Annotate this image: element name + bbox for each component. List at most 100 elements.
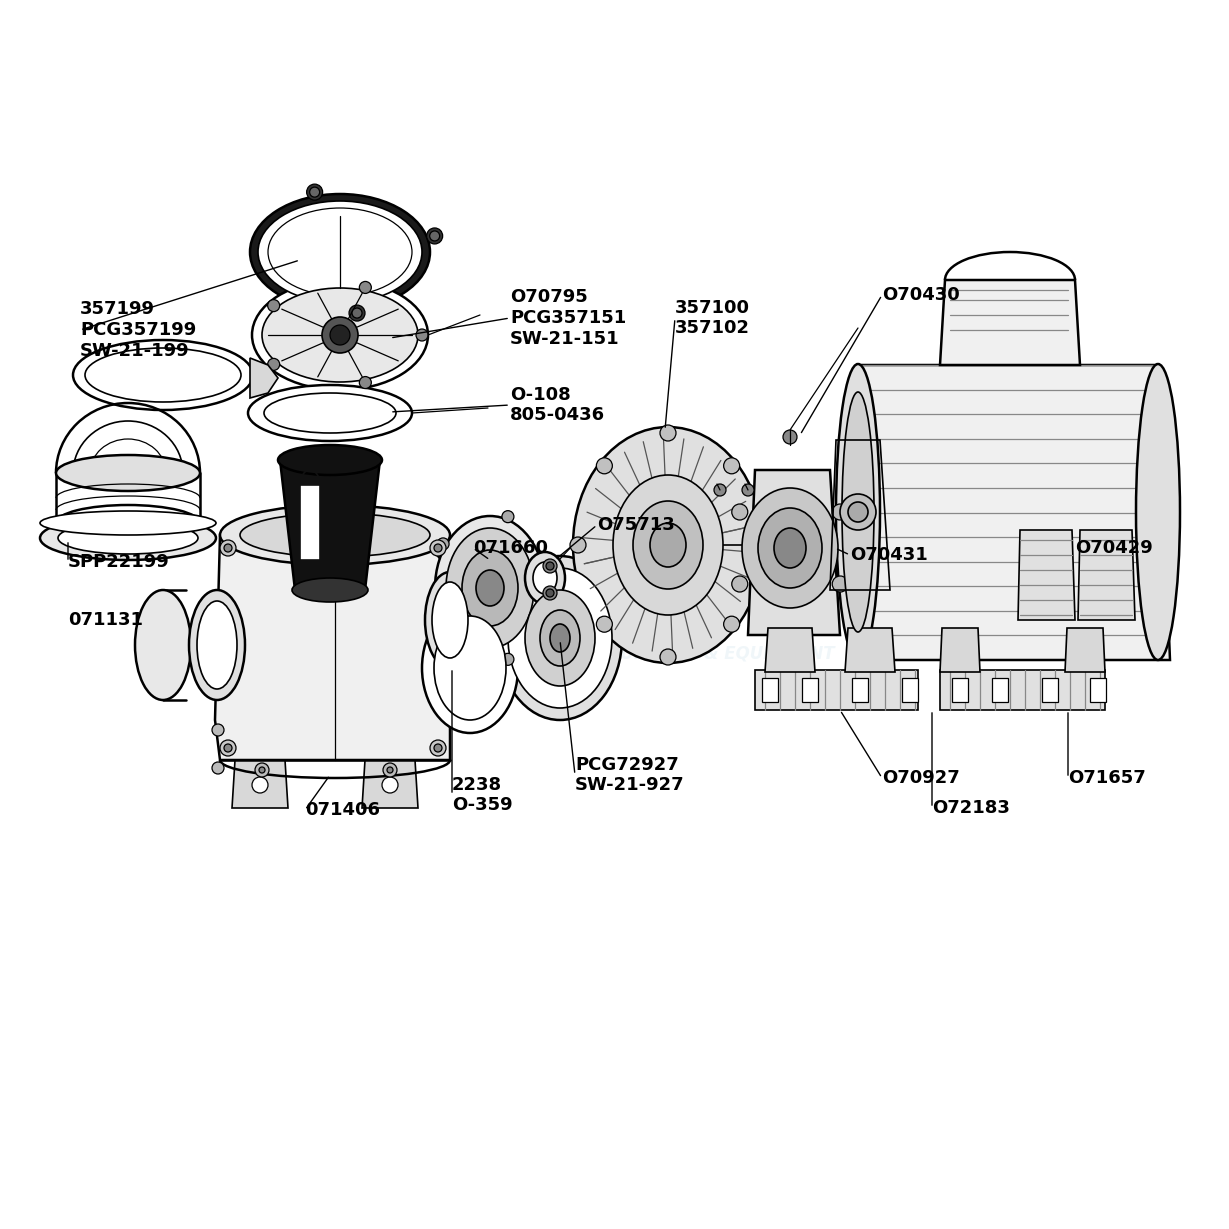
Circle shape [714, 484, 726, 497]
Circle shape [254, 763, 269, 777]
Circle shape [211, 762, 224, 774]
Ellipse shape [476, 570, 504, 606]
Ellipse shape [842, 392, 874, 632]
Polygon shape [215, 535, 450, 760]
Ellipse shape [268, 208, 412, 296]
Circle shape [570, 537, 586, 553]
Polygon shape [902, 678, 918, 702]
Ellipse shape [41, 516, 216, 560]
Text: 357199
PCG357199
SW-21-199: 357199 PCG357199 SW-21-199 [80, 300, 197, 360]
Circle shape [660, 425, 676, 441]
Text: O70430: O70430 [882, 286, 960, 304]
Polygon shape [1066, 628, 1105, 672]
Ellipse shape [57, 505, 200, 541]
Polygon shape [1018, 530, 1075, 619]
Circle shape [268, 359, 280, 370]
Ellipse shape [422, 603, 517, 732]
Circle shape [596, 458, 612, 474]
Polygon shape [940, 280, 1080, 365]
Text: PCG72927
SW-21-927: PCG72927 SW-21-927 [575, 756, 685, 794]
Ellipse shape [613, 474, 723, 614]
Circle shape [310, 187, 320, 197]
Ellipse shape [650, 524, 686, 567]
Polygon shape [764, 628, 815, 672]
Ellipse shape [446, 528, 533, 648]
Circle shape [351, 308, 363, 318]
Polygon shape [1078, 530, 1136, 619]
Circle shape [434, 744, 442, 752]
Polygon shape [1090, 678, 1106, 702]
Circle shape [359, 281, 371, 294]
Circle shape [839, 494, 876, 530]
Circle shape [224, 544, 232, 552]
Circle shape [252, 777, 268, 793]
Ellipse shape [258, 202, 422, 304]
Circle shape [220, 740, 236, 756]
Circle shape [430, 231, 440, 241]
Ellipse shape [57, 455, 200, 492]
Ellipse shape [758, 508, 822, 587]
Text: O75713: O75713 [597, 516, 675, 533]
Ellipse shape [462, 551, 517, 626]
Text: O71657: O71657 [1068, 769, 1145, 787]
Polygon shape [748, 469, 839, 635]
Ellipse shape [248, 385, 412, 441]
Ellipse shape [434, 616, 506, 720]
Circle shape [415, 329, 428, 340]
Ellipse shape [540, 610, 580, 666]
Text: 2238
O-359: 2238 O-359 [452, 775, 512, 815]
Polygon shape [249, 358, 278, 398]
Ellipse shape [73, 340, 253, 410]
Circle shape [848, 501, 868, 522]
Circle shape [543, 559, 557, 573]
Circle shape [783, 430, 796, 444]
Text: 071660: 071660 [473, 540, 548, 557]
Circle shape [501, 654, 514, 665]
Circle shape [832, 576, 848, 592]
Circle shape [724, 616, 740, 632]
Ellipse shape [197, 601, 237, 689]
Text: O70795
PCG357151
SW-21-151: O70795 PCG357151 SW-21-151 [510, 288, 627, 348]
Ellipse shape [41, 511, 216, 535]
Circle shape [546, 589, 554, 597]
Polygon shape [1042, 678, 1058, 702]
Polygon shape [280, 460, 380, 590]
Circle shape [501, 511, 514, 522]
Circle shape [543, 586, 557, 600]
Ellipse shape [498, 556, 622, 720]
Ellipse shape [264, 393, 396, 433]
Text: 071406: 071406 [305, 801, 380, 819]
Circle shape [387, 767, 393, 773]
Circle shape [542, 583, 554, 594]
Circle shape [430, 540, 446, 556]
Circle shape [331, 324, 350, 345]
Polygon shape [855, 365, 1170, 660]
Ellipse shape [525, 552, 565, 603]
Circle shape [307, 184, 323, 200]
Circle shape [731, 576, 747, 592]
Polygon shape [300, 485, 320, 560]
Circle shape [596, 616, 612, 632]
Circle shape [211, 724, 224, 736]
Polygon shape [803, 678, 819, 702]
Ellipse shape [262, 288, 418, 382]
Circle shape [724, 458, 740, 474]
Text: 071131: 071131 [68, 611, 143, 629]
Polygon shape [940, 628, 980, 672]
Ellipse shape [836, 364, 880, 660]
Text: O-108
805-0436: O-108 805-0436 [510, 386, 605, 424]
Polygon shape [755, 670, 918, 710]
Text: O72183: O72183 [932, 799, 1010, 817]
Circle shape [426, 227, 442, 243]
Text: 357100
357102: 357100 357102 [675, 299, 750, 338]
Ellipse shape [633, 501, 703, 589]
Ellipse shape [525, 590, 595, 686]
Ellipse shape [425, 571, 474, 669]
Ellipse shape [189, 590, 245, 701]
Text: O70429: O70429 [1075, 540, 1153, 557]
Ellipse shape [551, 624, 570, 653]
Circle shape [438, 626, 449, 638]
Polygon shape [363, 760, 418, 807]
Polygon shape [940, 670, 1105, 710]
Ellipse shape [573, 426, 763, 662]
